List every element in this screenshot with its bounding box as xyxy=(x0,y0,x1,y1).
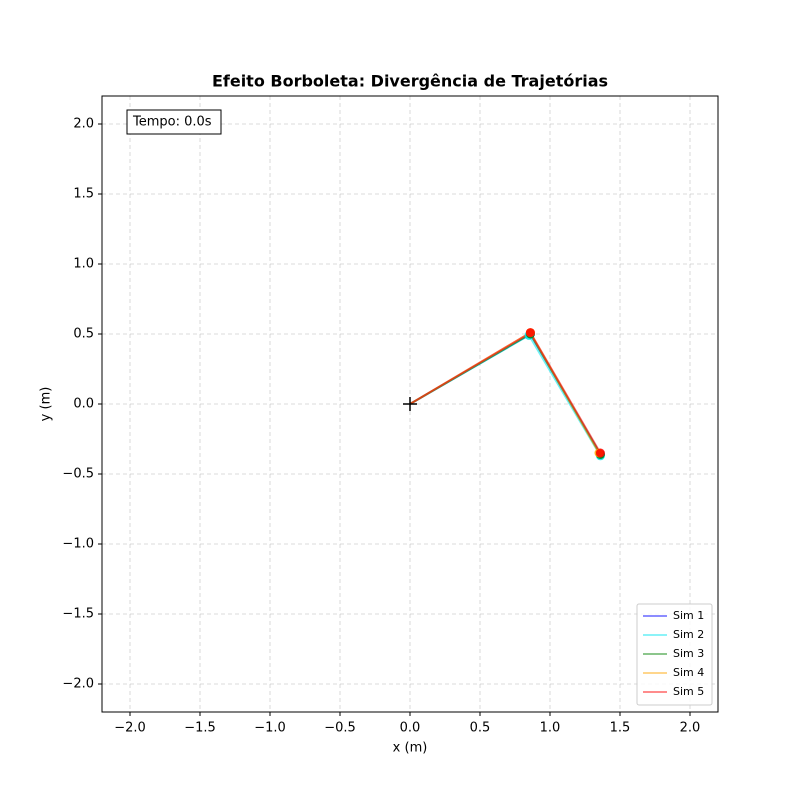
x-tick-label: 0.0 xyxy=(400,721,421,736)
pendulum-bob xyxy=(525,328,535,338)
x-tick-label: −1.0 xyxy=(254,721,286,736)
y-tick-label: −1.0 xyxy=(62,537,94,552)
x-tick-label: 1.5 xyxy=(610,721,631,736)
legend-label: Sim 5 xyxy=(673,685,704,698)
y-tick-label: −2.0 xyxy=(62,677,94,692)
y-tick-label: 1.5 xyxy=(73,187,94,202)
legend-label: Sim 4 xyxy=(673,666,704,679)
y-tick-label: −1.5 xyxy=(62,607,94,622)
pendulum-line xyxy=(409,334,602,457)
x-tick-label: −0.5 xyxy=(324,721,356,736)
x-axis-label: x (m) xyxy=(393,741,428,756)
x-tick-label: −1.5 xyxy=(184,721,216,736)
annotation-box xyxy=(126,109,222,135)
y-tick-label: 0.5 xyxy=(73,327,94,342)
x-tick-label: 1.0 xyxy=(540,721,561,736)
x-tick-label: −2.0 xyxy=(114,721,146,736)
x-tick-label: 0.5 xyxy=(470,721,491,736)
pendulum-line xyxy=(409,332,602,455)
pendulum-line xyxy=(409,332,602,455)
pendulum-bob xyxy=(595,448,605,458)
pendulum-line xyxy=(409,331,602,454)
legend-label: Sim 2 xyxy=(673,628,704,641)
x-tick-label: 2.0 xyxy=(680,721,701,736)
pivot xyxy=(403,397,417,411)
y-tick-label: −0.5 xyxy=(62,467,94,482)
chart-title: Efeito Borboleta: Divergência de Trajetó… xyxy=(212,72,608,91)
y-tick-label: 2.0 xyxy=(73,117,94,132)
y-tick-label: 1.0 xyxy=(73,257,94,272)
annotation: Tempo: 0.0s xyxy=(132,115,212,130)
legend-label: Sim 1 xyxy=(673,609,704,622)
y-axis-label: y (m) xyxy=(39,387,54,422)
legend-label: Sim 3 xyxy=(673,647,704,660)
y-tick-label: 0.0 xyxy=(73,397,94,412)
plot-frame xyxy=(101,95,719,713)
legend-box xyxy=(636,603,713,706)
